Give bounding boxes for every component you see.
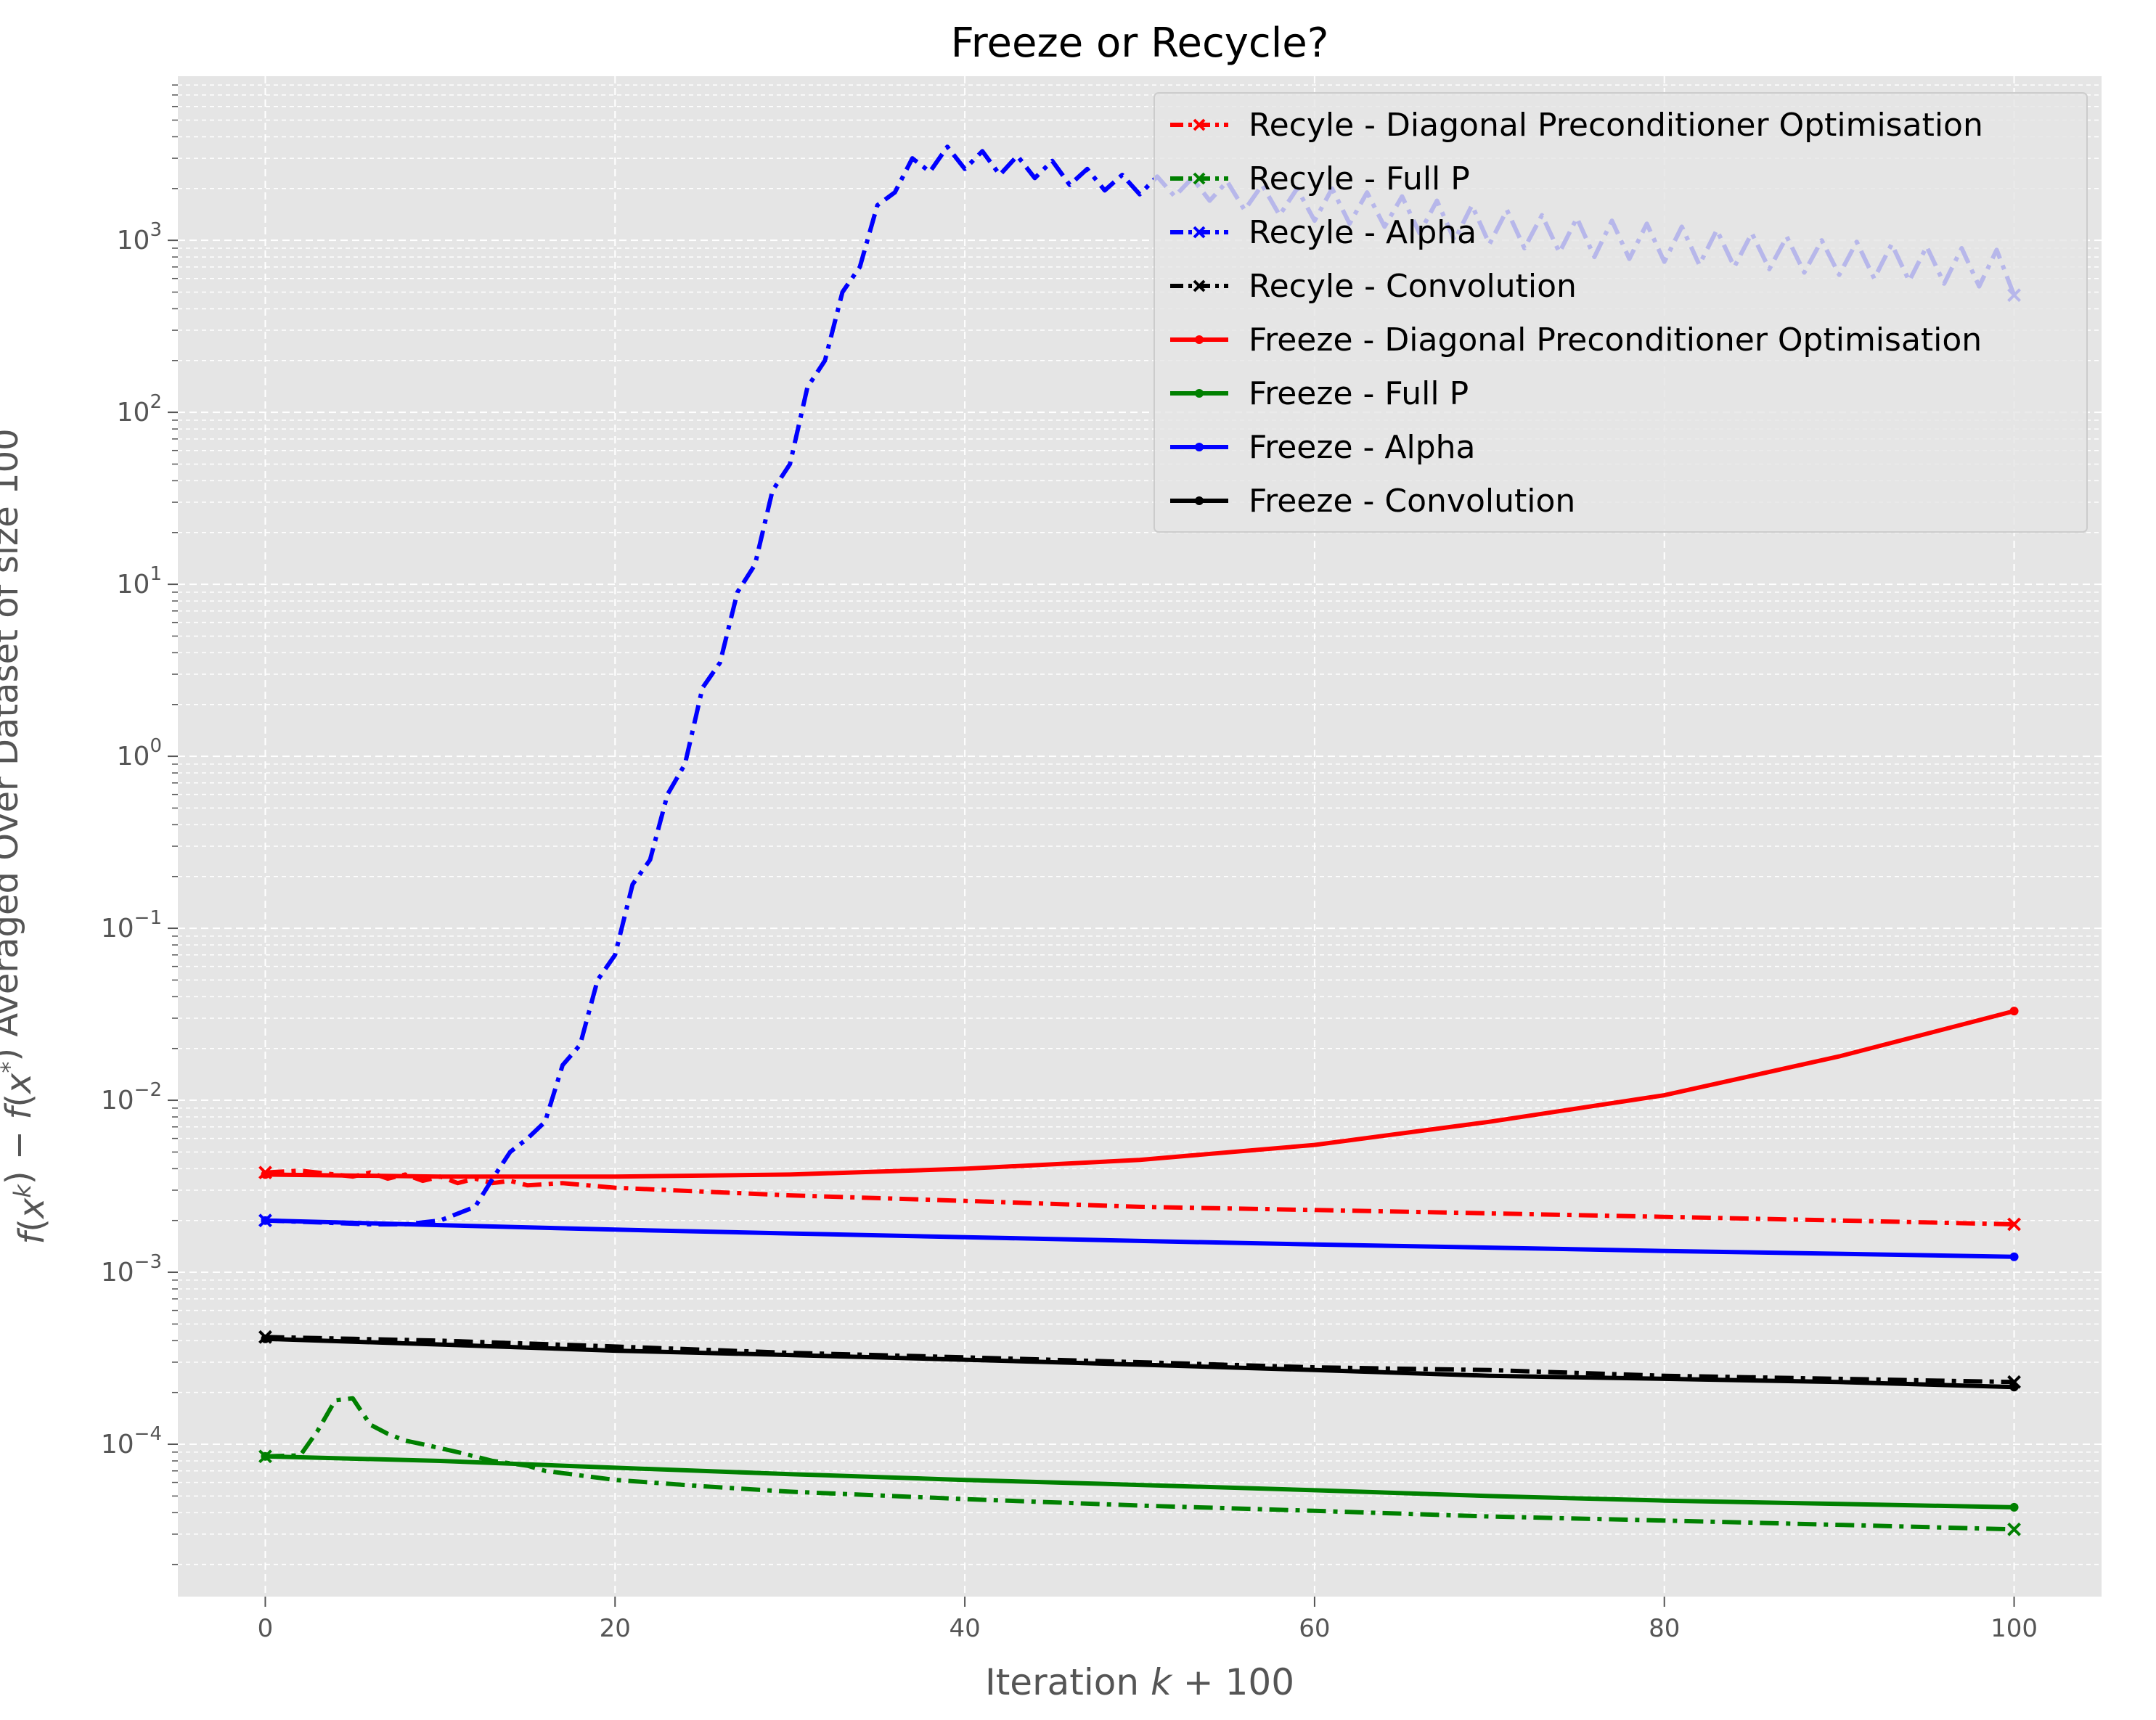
series-line <box>265 1335 2014 1385</box>
legend-item: Recyle - Full P <box>1170 160 1470 197</box>
legend-item: Recyle - Diagonal Preconditioner Optimis… <box>1170 107 1983 144</box>
x-axis-label: Iteration k + 100 <box>985 1661 1294 1703</box>
y-tick-label: 103 <box>117 219 162 255</box>
series-line <box>265 1336 2014 1390</box>
legend-marker <box>1195 443 1204 451</box>
legend-label: Freeze - Diagonal Preconditioner Optimis… <box>1249 322 1982 359</box>
y-tick-label: 10−4 <box>101 1423 162 1459</box>
y-tick-label: 102 <box>117 391 162 427</box>
axes: 10−4 10−3 10−2 10−1 100 101 102 103 0 20 40 60 80 100 <box>101 84 2038 1643</box>
series-marker <box>2007 1522 2021 1536</box>
series-marker <box>2009 1007 2019 1016</box>
legend-box <box>1153 92 2088 533</box>
legend-item: Freeze - Diagonal Preconditioner Optimis… <box>1170 322 1982 359</box>
y-tick-label: 10−2 <box>101 1079 162 1115</box>
legend-marker <box>1193 279 1206 292</box>
x-tick-label: 0 <box>258 1614 274 1643</box>
y-axis-label: f(xk) − f(x*) Averaged Over Dataset of s… <box>0 428 52 1244</box>
series-marker <box>2007 1217 2021 1232</box>
y-tick-label: 100 <box>117 735 162 771</box>
series-marker <box>2009 1502 2019 1512</box>
legend-label: Freeze - Full P <box>1249 375 1469 412</box>
y-tick-label: 101 <box>117 563 162 599</box>
series-6 <box>261 1451 2019 1512</box>
x-tick-label: 20 <box>600 1614 631 1643</box>
legend: Recyle - Diagonal Preconditioner Optimis… <box>1153 92 2088 533</box>
y-tick-label: 10−1 <box>101 907 162 943</box>
x-tick-label: 80 <box>1649 1614 1680 1643</box>
legend-label: Freeze - Alpha <box>1249 429 1476 466</box>
legend-item: Freeze - Full P <box>1170 375 1469 412</box>
x-tick-label: 40 <box>949 1614 980 1643</box>
series-line <box>265 1454 2014 1510</box>
series-marker <box>2009 1252 2019 1261</box>
legend-marker <box>1195 389 1204 398</box>
series-line <box>265 1218 2014 1259</box>
series-marker <box>261 1216 270 1225</box>
legend-marker <box>1193 172 1206 185</box>
legend-item: Freeze - Alpha <box>1170 429 1476 466</box>
legend-label: Freeze - Convolution <box>1249 483 1575 520</box>
series-marker <box>261 1170 270 1179</box>
series-line <box>265 1009 2015 1179</box>
series-marker <box>261 1451 270 1461</box>
legend-marker <box>1195 496 1204 505</box>
series-5 <box>261 1007 2019 1179</box>
x-tick-label: 60 <box>1299 1614 1330 1643</box>
chart-title: Freeze or Recycle? <box>951 20 1329 67</box>
series-line <box>265 1168 2014 1226</box>
x-tick-label: 100 <box>1990 1614 2038 1643</box>
legend-marker <box>1195 335 1204 344</box>
series-marker <box>261 1334 270 1343</box>
legend-item: Recyle - Convolution <box>1170 268 1577 305</box>
legend-marker <box>1193 118 1206 131</box>
y-tick-label: 10−3 <box>101 1251 162 1287</box>
legend-item: Recyle - Alpha <box>1170 214 1477 251</box>
series-7 <box>261 1216 2019 1261</box>
legend-label: Recyle - Diagonal Preconditioner Optimis… <box>1249 107 1983 144</box>
legend-item: Freeze - Convolution <box>1170 483 1575 520</box>
series-8 <box>261 1334 2019 1392</box>
series-marker <box>2009 1383 2019 1392</box>
legend-marker <box>1193 226 1206 239</box>
legend-label: Recyle - Full P <box>1249 160 1470 197</box>
legend-label: Recyle - Convolution <box>1249 268 1577 305</box>
legend-label: Recyle - Alpha <box>1249 214 1477 251</box>
